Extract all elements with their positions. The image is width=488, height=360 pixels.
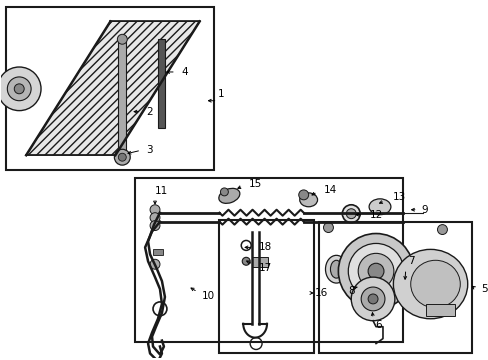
Circle shape: [367, 263, 383, 279]
Bar: [153, 249, 163, 255]
Bar: [219, 220, 313, 354]
Circle shape: [150, 205, 160, 215]
Text: 18: 18: [259, 242, 272, 252]
Text: 13: 13: [392, 192, 406, 202]
Circle shape: [0, 67, 41, 111]
Circle shape: [242, 257, 250, 265]
Text: 5: 5: [480, 284, 487, 294]
Text: 4: 4: [182, 67, 188, 77]
Bar: [6, 6, 214, 170]
Bar: [158, 39, 164, 129]
Text: 1: 1: [217, 89, 224, 99]
Circle shape: [367, 294, 377, 304]
Circle shape: [220, 188, 228, 196]
Bar: [118, 36, 126, 150]
Circle shape: [437, 225, 447, 234]
Circle shape: [298, 190, 308, 200]
Text: 8: 8: [347, 286, 354, 296]
Text: 7: 7: [407, 256, 413, 266]
Ellipse shape: [219, 188, 240, 203]
Ellipse shape: [392, 249, 467, 319]
Text: 2: 2: [146, 107, 152, 117]
Circle shape: [150, 213, 160, 222]
Circle shape: [346, 209, 355, 219]
Bar: [252, 257, 267, 267]
Text: 15: 15: [249, 179, 262, 189]
Polygon shape: [26, 21, 199, 155]
Circle shape: [358, 253, 393, 289]
Text: 14: 14: [323, 185, 336, 195]
Ellipse shape: [325, 255, 346, 283]
Circle shape: [7, 77, 31, 101]
Circle shape: [114, 149, 130, 165]
Ellipse shape: [299, 193, 317, 207]
Text: 10: 10: [201, 291, 214, 301]
Text: 12: 12: [369, 210, 383, 220]
Circle shape: [14, 84, 24, 94]
Circle shape: [150, 221, 160, 230]
Circle shape: [342, 205, 360, 222]
Circle shape: [338, 234, 413, 309]
Text: 16: 16: [314, 288, 327, 298]
Circle shape: [117, 34, 127, 44]
Ellipse shape: [410, 260, 459, 308]
Bar: [135, 178, 402, 342]
Circle shape: [347, 243, 403, 299]
Text: 6: 6: [374, 320, 381, 330]
Ellipse shape: [330, 260, 342, 278]
Text: 9: 9: [421, 205, 427, 215]
Ellipse shape: [368, 199, 390, 215]
Bar: [318, 222, 471, 354]
Circle shape: [323, 222, 333, 233]
Circle shape: [150, 259, 160, 269]
Bar: [425, 304, 454, 316]
Text: 17: 17: [259, 263, 272, 273]
Text: 3: 3: [146, 145, 152, 155]
Text: 11: 11: [155, 186, 168, 196]
Circle shape: [118, 153, 126, 161]
Circle shape: [350, 277, 394, 321]
Circle shape: [361, 287, 384, 311]
